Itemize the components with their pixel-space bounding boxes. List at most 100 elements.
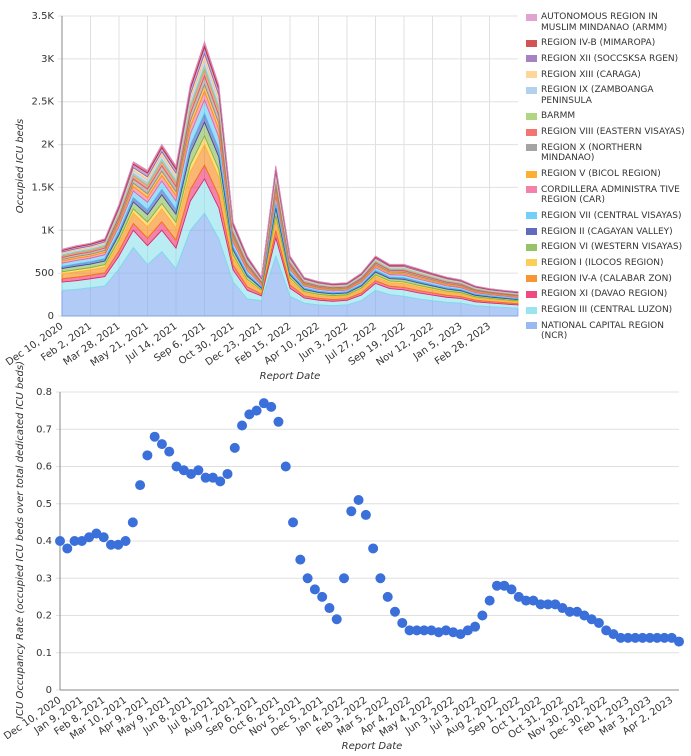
legend-label: REGION IV-B (MIMAROPA) [541, 38, 656, 49]
legend-swatch [526, 55, 537, 63]
legend-label: REGION IV-A (CALABAR ZON) [541, 273, 672, 284]
y-tick-label: 0.7 [36, 424, 52, 435]
legend-label: REGION X (NORTHERN MINDANAO) [541, 142, 643, 164]
y-tick-label: 2.5K [32, 97, 55, 108]
legend-label: NATIONAL CAPITAL REGION (NCR) [541, 320, 664, 342]
y-tick-label: 1.5K [32, 182, 55, 193]
point [623, 632, 634, 643]
point [564, 606, 575, 617]
point [251, 405, 262, 416]
point [120, 536, 131, 546]
legend-label: REGION I (ILOCOS REGION) [541, 257, 664, 268]
legend-swatch [526, 259, 537, 267]
legend-item: REGION XII (SOCCSKSA RGEN) [526, 54, 689, 65]
point [470, 621, 481, 632]
legend-label: CORDILLERA ADMINISTRA TIVE REGION (CAR) [541, 184, 680, 206]
legend-item: REGION I (ILOCOS REGION) [526, 258, 689, 269]
legend-item: BARMM [526, 111, 689, 122]
point [273, 416, 284, 427]
point [149, 431, 160, 442]
legend: AUTONOMOUS REGION IN MUSLIM MINDANAO (AR… [526, 12, 689, 347]
legend-label: REGION V (BICOL REGION) [541, 169, 661, 179]
y-tick-label: 2K [41, 140, 54, 151]
point [222, 468, 233, 479]
legend-swatch [526, 39, 537, 47]
legend-label: REGION III (CENTRAL LUZON) [541, 305, 673, 315]
legend-label: BARMM [541, 111, 576, 122]
legend-swatch [526, 243, 537, 251]
legend-swatch [526, 170, 537, 178]
legend-label: REGION IX (ZAMBOANGA PENINSULA [541, 85, 654, 106]
point [360, 509, 371, 520]
y-tick-label: 0.2 [36, 611, 52, 622]
point [411, 625, 422, 636]
legend-item: REGION XIII (CARAGA) [526, 70, 689, 81]
point [491, 580, 502, 591]
legend-item: NATIONAL CAPITAL REGION (NCR) [526, 321, 689, 342]
legend-item: REGION V (BICOL REGION) [526, 169, 689, 180]
legend-item: REGION IX (ZAMBOANGA PENINSULA [526, 85, 689, 106]
point [674, 636, 684, 647]
y-tick-label: 0.4 [36, 536, 52, 547]
legend-label: REGION II (CAGAYAN VALLEY) [541, 226, 673, 237]
point [615, 632, 626, 643]
y-tick-label: 0.3 [36, 573, 52, 584]
legend-swatch [526, 13, 537, 21]
y-axis-title: Occupied ICU beds [15, 119, 26, 214]
legend-label: REGION VIII (EASTERN VISAYAS) [541, 127, 685, 138]
point [215, 476, 226, 487]
legend-label: REGION VII (CENTRAL VISAYAS) [541, 210, 682, 221]
point [542, 599, 553, 610]
legend-swatch [526, 71, 537, 79]
y-tick-label: 3.5K [32, 11, 55, 22]
point [353, 495, 364, 506]
legend-label: AUTONOMOUS REGION IN MUSLIM MINDANAO (AR… [541, 12, 668, 33]
point [142, 450, 153, 461]
point [280, 461, 291, 472]
point [644, 632, 655, 643]
point [302, 573, 313, 584]
point [346, 506, 357, 517]
point [630, 632, 641, 643]
point [193, 465, 204, 476]
legend-item: CORDILLERA ADMINISTRA TIVE REGION (CAR) [526, 185, 689, 206]
legend-swatch [526, 212, 537, 220]
y-tick-label: 0 [48, 311, 54, 322]
point [127, 517, 138, 528]
point [339, 573, 350, 584]
legend-label: REGION VI (WESTERN VISAYAS) [541, 242, 683, 253]
point [62, 543, 73, 554]
legend-item: REGION IV-B (MIMAROPA) [526, 38, 689, 49]
point [105, 539, 116, 550]
y-tick-label: 3K [41, 54, 54, 65]
point [375, 573, 386, 584]
point [229, 442, 240, 453]
legend-swatch [526, 275, 537, 283]
legend-swatch [526, 144, 537, 152]
legend-item: REGION IV-A (CALABAR ZON) [526, 274, 689, 285]
point [382, 591, 393, 602]
point [288, 517, 299, 528]
x-axis-title: Report Date [342, 741, 403, 752]
area [61, 40, 519, 293]
point [295, 554, 306, 565]
y-tick-label: 500 [35, 268, 54, 279]
point [55, 536, 65, 546]
legend-item: REGION VIII (EASTERN VISAYAS) [526, 127, 689, 138]
point [135, 480, 146, 491]
point [317, 591, 328, 602]
point [156, 439, 167, 450]
point [237, 420, 248, 431]
legend-swatch [526, 306, 537, 314]
point [535, 599, 546, 610]
legend-item: REGION VII (CENTRAL VISAYAS) [526, 211, 689, 222]
point [266, 401, 277, 412]
y-tick-label: 1K [41, 225, 54, 236]
legend-item: AUTONOMOUS REGION IN MUSLIM MINDANAO (AR… [526, 12, 689, 33]
legend-item: REGION VI (WESTERN VISAYAS) [526, 242, 689, 253]
legend-item: REGION II (CAGAYAN VALLEY) [526, 227, 689, 238]
point [593, 617, 604, 628]
